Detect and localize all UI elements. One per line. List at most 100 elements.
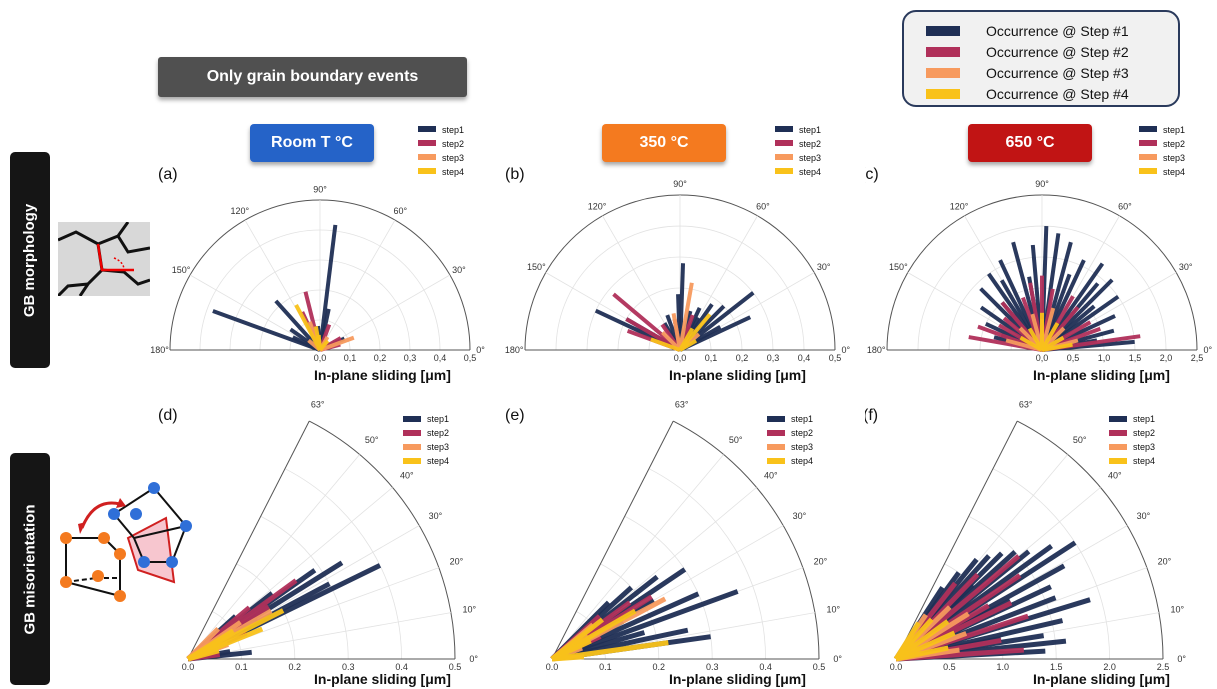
xlabel-f: In-plane sliding [μm] <box>1033 671 1170 687</box>
mini-legend-label-step3: step3 <box>427 442 449 452</box>
r-tick-label: 0.2 <box>289 662 302 672</box>
theta-tick-label: 120° <box>230 206 249 216</box>
grid-radial <box>187 420 310 660</box>
mini-legend-swatch-step3 <box>775 154 793 160</box>
theta-tick-label: 30° <box>1137 511 1151 521</box>
r-tick-label: 0,5 <box>464 353 477 363</box>
theta-tick-label: 63° <box>675 400 689 409</box>
bar-step4 <box>1027 327 1044 351</box>
r-tick-label: 0.0 <box>890 662 903 672</box>
mini-legend-label-step2: step2 <box>791 428 813 438</box>
mini-legend-swatch-step4 <box>1109 458 1127 464</box>
mini-legend-label-step2: step2 <box>427 428 449 438</box>
theta-tick-label: 180° <box>867 345 886 355</box>
occurrence-legend: Occurrence @ Step #1 Occurrence @ Step #… <box>902 10 1180 107</box>
theta-tick-label: 90° <box>673 179 687 189</box>
theta-tick-label: 150° <box>527 262 546 272</box>
mini-legend-swatch-step3 <box>418 154 436 160</box>
r-tick-label: 0,3 <box>767 353 780 363</box>
theta-tick-label: 60° <box>756 201 770 211</box>
theta-tick-label: 0° <box>1204 345 1213 355</box>
mini-legend-swatch-step2 <box>775 140 793 146</box>
mini-legend-swatch-step1 <box>1109 416 1127 422</box>
temp-label-650: 650 °C <box>968 124 1092 162</box>
theta-tick-label: 30° <box>452 265 466 275</box>
theta-tick-label: 20° <box>814 556 828 566</box>
mini-legend-swatch-step4 <box>767 458 785 464</box>
mini-legend-label-step4: step4 <box>1133 456 1155 466</box>
mini-legend-label-step4: step4 <box>442 167 464 177</box>
mini-legend-label-step1: step1 <box>1133 414 1155 424</box>
theta-tick-label: 10° <box>463 604 477 614</box>
theta-tick-label: 63° <box>311 400 325 409</box>
theta-tick-label: 120° <box>588 201 607 211</box>
theta-tick-label: 30° <box>1179 262 1193 272</box>
legend-entry-step3: Occurrence @ Step #3 <box>926 64 1129 82</box>
grid-radial <box>551 420 674 660</box>
theta-tick-label: 0° <box>842 345 851 355</box>
bar-step4 <box>678 327 695 351</box>
r-tick-label: 0.0 <box>546 662 559 672</box>
r-tick-label: 0,0 <box>674 353 687 363</box>
grid-radial <box>895 420 1018 660</box>
mini-legend-swatch-step1 <box>418 126 436 132</box>
r-tick-label: 0.2 <box>653 662 666 672</box>
r-tick-label: 0,0 <box>1036 353 1049 363</box>
mini-legend-label-step1: step1 <box>427 414 449 424</box>
mini-legend-b: step1 step2 step3 step4 <box>775 125 821 177</box>
theta-tick-label: 150° <box>172 265 191 275</box>
legend-swatch-step4 <box>926 89 960 99</box>
r-tick-label: 2,5 <box>1191 353 1204 363</box>
r-tick-label: 0.5 <box>449 662 462 672</box>
mini-legend-label-step3: step3 <box>799 153 821 163</box>
r-tick-label: 0.1 <box>599 662 612 672</box>
mini-legend-label-step3: step3 <box>442 153 464 163</box>
legend-swatch-step1 <box>926 26 960 36</box>
r-tick-label: 0,5 <box>829 353 842 363</box>
theta-tick-label: 0° <box>1177 654 1186 664</box>
theta-tick-label: 10° <box>1171 604 1185 614</box>
r-tick-label: 0.4 <box>395 662 408 672</box>
legend-swatch-step3 <box>926 68 960 78</box>
r-tick-label: 0.0 <box>182 662 195 672</box>
legend-entry-step2: Occurrence @ Step #2 <box>926 43 1129 61</box>
r-tick-label: 0.1 <box>235 662 248 672</box>
mini-legend-label-step2: step2 <box>1133 428 1155 438</box>
xlabel-d: In-plane sliding [μm] <box>314 671 451 687</box>
theta-tick-label: 0° <box>833 654 842 664</box>
grid-arc <box>308 420 456 660</box>
mini-legend-swatch-step3 <box>1109 444 1127 450</box>
bar-step4 <box>550 638 592 662</box>
theta-tick-label: 120° <box>950 201 969 211</box>
grid-arc <box>944 563 1004 660</box>
grid-arc <box>284 468 402 660</box>
temp-label-350: 350 °C <box>602 124 726 162</box>
grid-arc <box>1016 420 1164 660</box>
mini-legend-label-step4: step4 <box>1163 167 1185 177</box>
polar-plot-a: (a) 0° 30° 60° 90° 120° 150° 180° 0,0 0,1 0,2 0,3 0,… <box>150 166 485 383</box>
bar-step4 <box>1040 322 1060 352</box>
bar-step4 <box>1041 342 1073 352</box>
theta-tick-label: 0° <box>476 345 485 355</box>
theta-tick-label: 63° <box>1019 400 1033 409</box>
mini-legend-label-step1: step1 <box>1163 125 1185 135</box>
r-tick-label: 0.5 <box>943 662 956 672</box>
polar-plot-c: (c) 0° 30° 60° 90° 120° 150° 180° 0,0 0,5 1,0 1,5 2,… <box>865 166 1213 383</box>
mini-legend-label-step1: step1 <box>442 125 464 135</box>
theta-tick-label: 60° <box>393 206 407 216</box>
mini-legend-label-step2: step2 <box>799 139 821 149</box>
mini-legend-swatch-step4 <box>403 458 421 464</box>
polar-plot-e: (e) 0° 10° 20° 30° 40° 50° 63° 0.0 0.1 0.2 0.3 0.4 0.… <box>505 400 842 687</box>
r-tick-label: 2.0 <box>1103 662 1116 672</box>
mini-legend-label-step3: step3 <box>791 442 813 452</box>
row-label-gb-morphology: GB morphology <box>10 152 50 368</box>
grid-arc <box>648 468 766 660</box>
theta-tick-label: 20° <box>450 556 464 566</box>
legend-label-step2: Occurrence @ Step #2 <box>986 44 1129 60</box>
theta-tick-label: 20° <box>1158 556 1172 566</box>
panel-label-c: (c) <box>865 166 879 183</box>
grid-radial <box>187 454 360 660</box>
theta-tick-label: 10° <box>827 604 841 614</box>
mini-legend-label-step4: step4 <box>799 167 821 177</box>
r-tick-label: 0.3 <box>342 662 355 672</box>
